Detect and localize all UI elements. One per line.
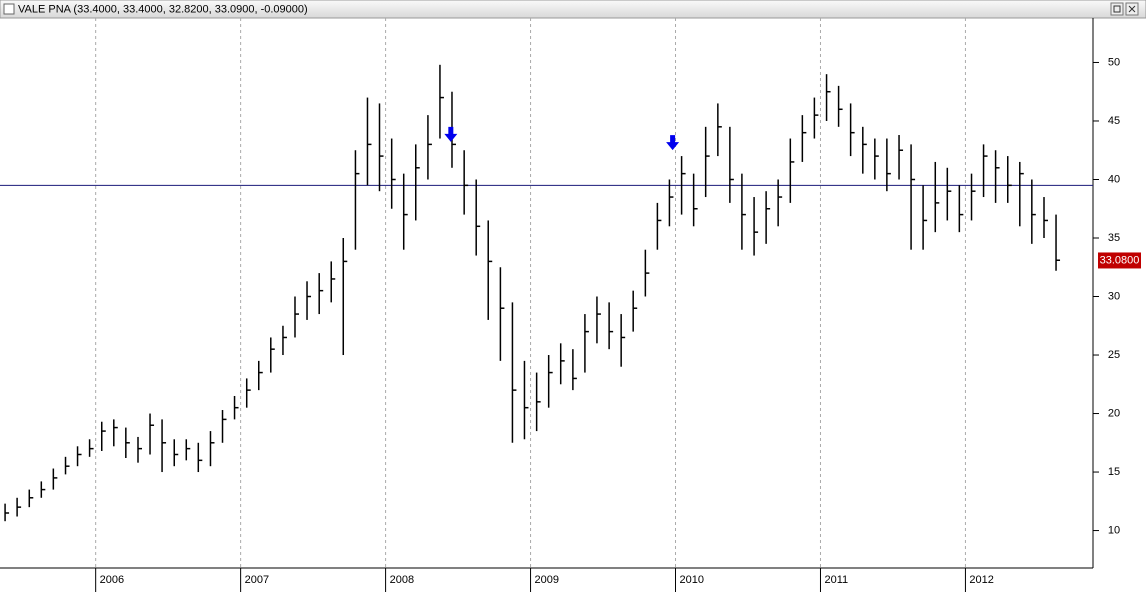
y-tick-label: 40 [1108, 173, 1120, 185]
title-bar [0, 0, 1146, 19]
y-tick-label: 10 [1108, 524, 1120, 536]
x-tick-label: 2009 [535, 574, 559, 586]
last-price-label: 33.0800 [1100, 254, 1140, 266]
y-tick-label: 15 [1108, 466, 1120, 478]
x-tick-label: 2006 [100, 574, 124, 586]
window-glyphs [1113, 5, 1136, 13]
y-tick-label: 35 [1108, 232, 1120, 244]
x-tick-label: 2012 [969, 574, 993, 586]
signal-arrow [444, 126, 458, 142]
last-price-box [1098, 252, 1141, 269]
y-tick-label: 20 [1108, 407, 1120, 419]
x-tick-label: 2008 [390, 574, 414, 586]
chart-title: VALE PNA (33.4000, 33.4000, 32.8200, 33.… [18, 3, 308, 15]
signal-arrow [666, 135, 680, 151]
y-tick-label: 30 [1108, 290, 1120, 302]
window-icon [3, 3, 15, 15]
x-tick-label: 2007 [245, 574, 269, 586]
x-tick-label: 2011 [824, 574, 848, 586]
x-tick-label: 2010 [680, 574, 704, 586]
restore-button[interactable] [1110, 2, 1124, 16]
y-tick-label: 25 [1108, 349, 1120, 361]
y-tick-label: 50 [1108, 56, 1120, 68]
y-tick-label: 45 [1108, 115, 1120, 127]
